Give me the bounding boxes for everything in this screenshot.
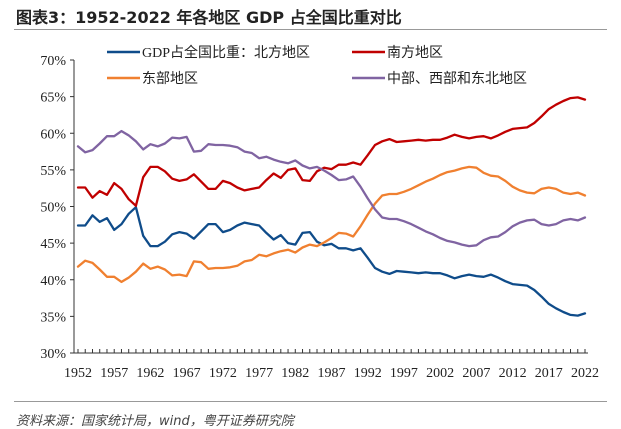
legend-label-east: 东部地区 bbox=[142, 71, 198, 87]
y-tick-label: 35% bbox=[40, 310, 66, 325]
x-tick-label: 1957 bbox=[100, 366, 128, 381]
series-line-north bbox=[76, 206, 587, 317]
legend-label-south: 南方地区 bbox=[387, 45, 443, 61]
x-tick-label: 1967 bbox=[173, 366, 201, 381]
series-line-central-west-northeast bbox=[76, 129, 587, 248]
y-tick-label: 45% bbox=[40, 237, 66, 252]
x-tick-label: 2012 bbox=[499, 366, 527, 381]
source-divider bbox=[14, 401, 607, 402]
y-tick-label: 50% bbox=[40, 201, 66, 216]
y-tick-label: 55% bbox=[40, 164, 66, 179]
x-tick-label: 2017 bbox=[535, 366, 563, 381]
y-tick-label: 65% bbox=[40, 91, 66, 106]
x-tick-label: 1987 bbox=[318, 366, 346, 381]
x-tick-label: 1952 bbox=[64, 366, 92, 381]
chart-title: 图表3：1952-2022 年各地区 GDP 占全国比重对比 bbox=[16, 8, 402, 27]
x-tick-label: 1982 bbox=[281, 366, 309, 381]
x-tick-label: 2007 bbox=[462, 366, 490, 381]
x-tick-label: 2002 bbox=[426, 366, 454, 381]
y-tick-label: 60% bbox=[40, 127, 66, 142]
y-tick-label: 30% bbox=[40, 347, 66, 362]
series-line-south bbox=[76, 96, 587, 207]
source-note: 资料来源：国家统计局，wind，粤开证券研究院 bbox=[16, 414, 294, 429]
x-tick-label: 2022 bbox=[571, 366, 599, 381]
x-tick-label: 1997 bbox=[390, 366, 418, 381]
x-tick-label: 1977 bbox=[245, 366, 273, 381]
x-tick-label: 1972 bbox=[209, 366, 237, 381]
x-tick-label: 1992 bbox=[354, 366, 382, 381]
y-tick-label: 70% bbox=[40, 54, 66, 69]
title-divider bbox=[14, 29, 607, 30]
legend-label-central-west-northeast: 中部、西部和东北地区 bbox=[387, 71, 527, 87]
y-tick-label: 40% bbox=[40, 274, 66, 289]
legend-label-north: GDP占全国比重：北方地区 bbox=[142, 44, 310, 61]
x-tick-label: 1962 bbox=[136, 366, 164, 381]
series-line-east bbox=[76, 165, 587, 284]
